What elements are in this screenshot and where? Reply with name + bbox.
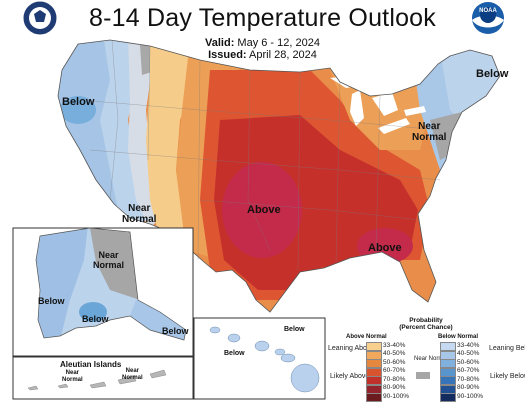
legend-title: Probability (Percent Chance) — [399, 317, 453, 332]
aleutian-inset-box — [12, 356, 194, 400]
legend-below-range-5: 80-90% — [457, 384, 480, 391]
label-alaska-near: Near Normal — [93, 250, 125, 270]
legend-above-range-2: 50-60% — [383, 358, 406, 366]
label-west-below: Below — [62, 96, 95, 108]
conus-outline — [57, 39, 501, 313]
legend-above-range-3: 60-70% — [383, 367, 406, 374]
legend-leaning-below: Leaning Below — [489, 345, 525, 352]
label-hawaii-below-1: Below — [284, 326, 305, 333]
legend-above-swatch-6 — [366, 393, 382, 402]
legend-below-swatch-6 — [440, 393, 456, 402]
legend-near-swatch — [416, 372, 430, 379]
label-northeast-below: Below — [476, 68, 509, 80]
legend-below-range-1: 40-50% — [457, 350, 480, 357]
issued-line: Issued: April 28, 2024 — [0, 49, 525, 61]
aleutian-islands — [27, 369, 167, 391]
legend-above-header: Above Normal — [346, 334, 387, 340]
legend-likely-below: Likely Below — [490, 373, 525, 380]
label-alaska-below-southeast: Below — [162, 326, 189, 336]
doc-seal-icon — [23, 1, 57, 35]
legend-leaning-above: Leaning Above — [328, 345, 375, 352]
legend-below-range-6: 90-100% — [457, 392, 484, 400]
label-alaska-below-center: Below — [82, 314, 109, 324]
state-lines — [79, 39, 441, 271]
legend-above-range-6: 90-100% — [383, 392, 410, 400]
legend-above-range-1: 40-50% — [383, 350, 406, 357]
legend-above-range-0: 33-40% — [383, 341, 406, 349]
label-aleutian-near-1: Near Normal — [62, 370, 83, 383]
legend-below-range-3: 60-70% — [457, 367, 480, 374]
legend-above-range-4: 70-80% — [383, 375, 406, 383]
label-aleutian-near-2: Near Normal — [122, 368, 143, 381]
great-lakes — [330, 74, 426, 134]
legend-below-range-0: 33-40% — [457, 341, 480, 349]
legend-above-range-5: 80-90% — [383, 384, 406, 391]
issued-date: April 28, 2024 — [249, 49, 317, 61]
noaa-logo-text: NOAA — [479, 8, 497, 14]
valid-line: Valid: May 6 - 12, 2024 — [0, 37, 525, 49]
legend-likely-above: Likely Above — [330, 373, 370, 380]
label-aleutian-title: Aleutian Islands — [60, 360, 122, 369]
label-west-near: Near Normal — [122, 203, 157, 225]
label-hawaii-below-2: Below — [224, 350, 245, 357]
hawaii-islands — [209, 326, 320, 393]
label-central-above: Above — [247, 204, 281, 216]
legend-near-label: Near Normal — [414, 356, 449, 362]
issued-label: Issued: — [208, 49, 247, 61]
legend-below-range-2: 50-60% — [457, 358, 480, 366]
legend-below-header: Below Normal — [438, 334, 479, 340]
label-alaska-below-west: Below — [38, 296, 65, 306]
valid-dates: May 6 - 12, 2024 — [237, 37, 320, 49]
alaska-outline — [35, 227, 187, 341]
label-northeast-near: Near Normal — [412, 121, 447, 143]
noaa-logo-icon — [472, 2, 504, 34]
label-southeast-above: Above — [368, 242, 402, 254]
page-title: 8-14 Day Temperature Outlook — [89, 4, 436, 32]
legend-below-range-4: 70-80% — [457, 375, 480, 383]
valid-label: Valid: — [205, 37, 235, 49]
